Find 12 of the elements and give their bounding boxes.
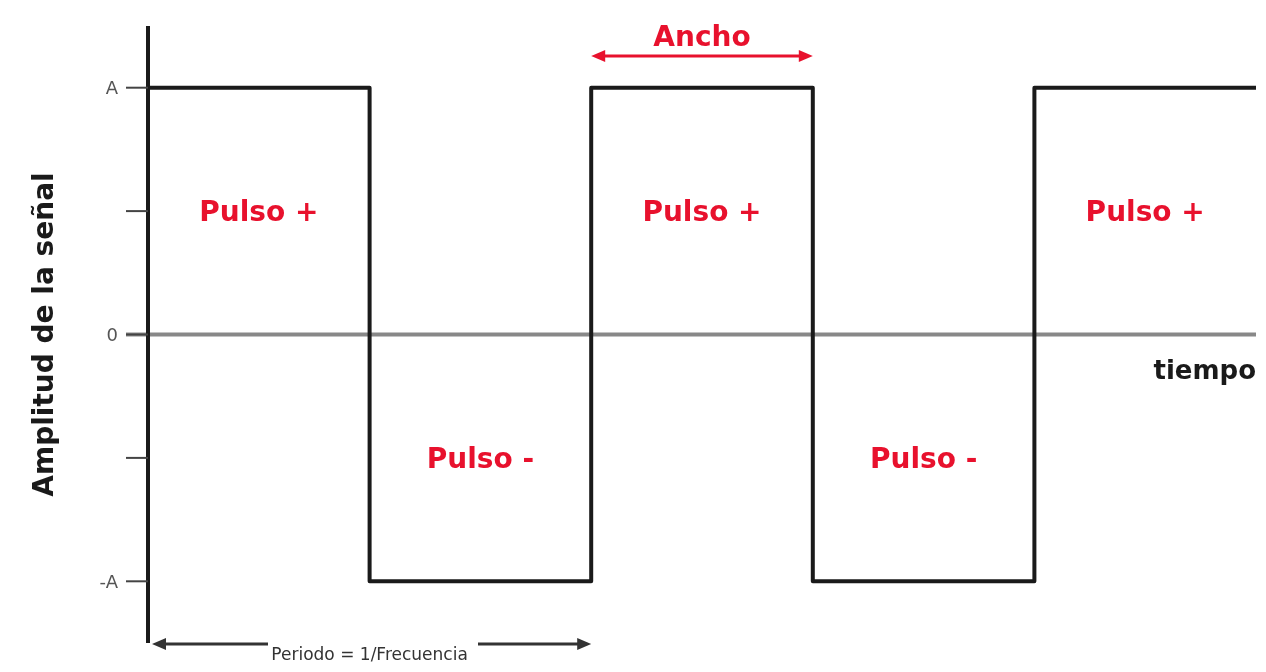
text: Periodo = 1/Frecuencia <box>271 644 468 664</box>
annotation: Pulso + <box>199 194 319 228</box>
text: Ancho <box>653 20 751 53</box>
text: -A <box>99 570 119 592</box>
annotation: Pulso + <box>642 194 762 228</box>
annotation: Pulso - <box>426 441 535 475</box>
text: A <box>105 77 119 98</box>
annotation: Pulso - <box>869 441 978 475</box>
x-axis-title: tiempo <box>1153 354 1256 385</box>
annotation: Pulso + <box>1085 194 1205 228</box>
y-axis-title: Amplitud de la señal <box>27 172 60 497</box>
text: 0 <box>106 323 118 345</box>
